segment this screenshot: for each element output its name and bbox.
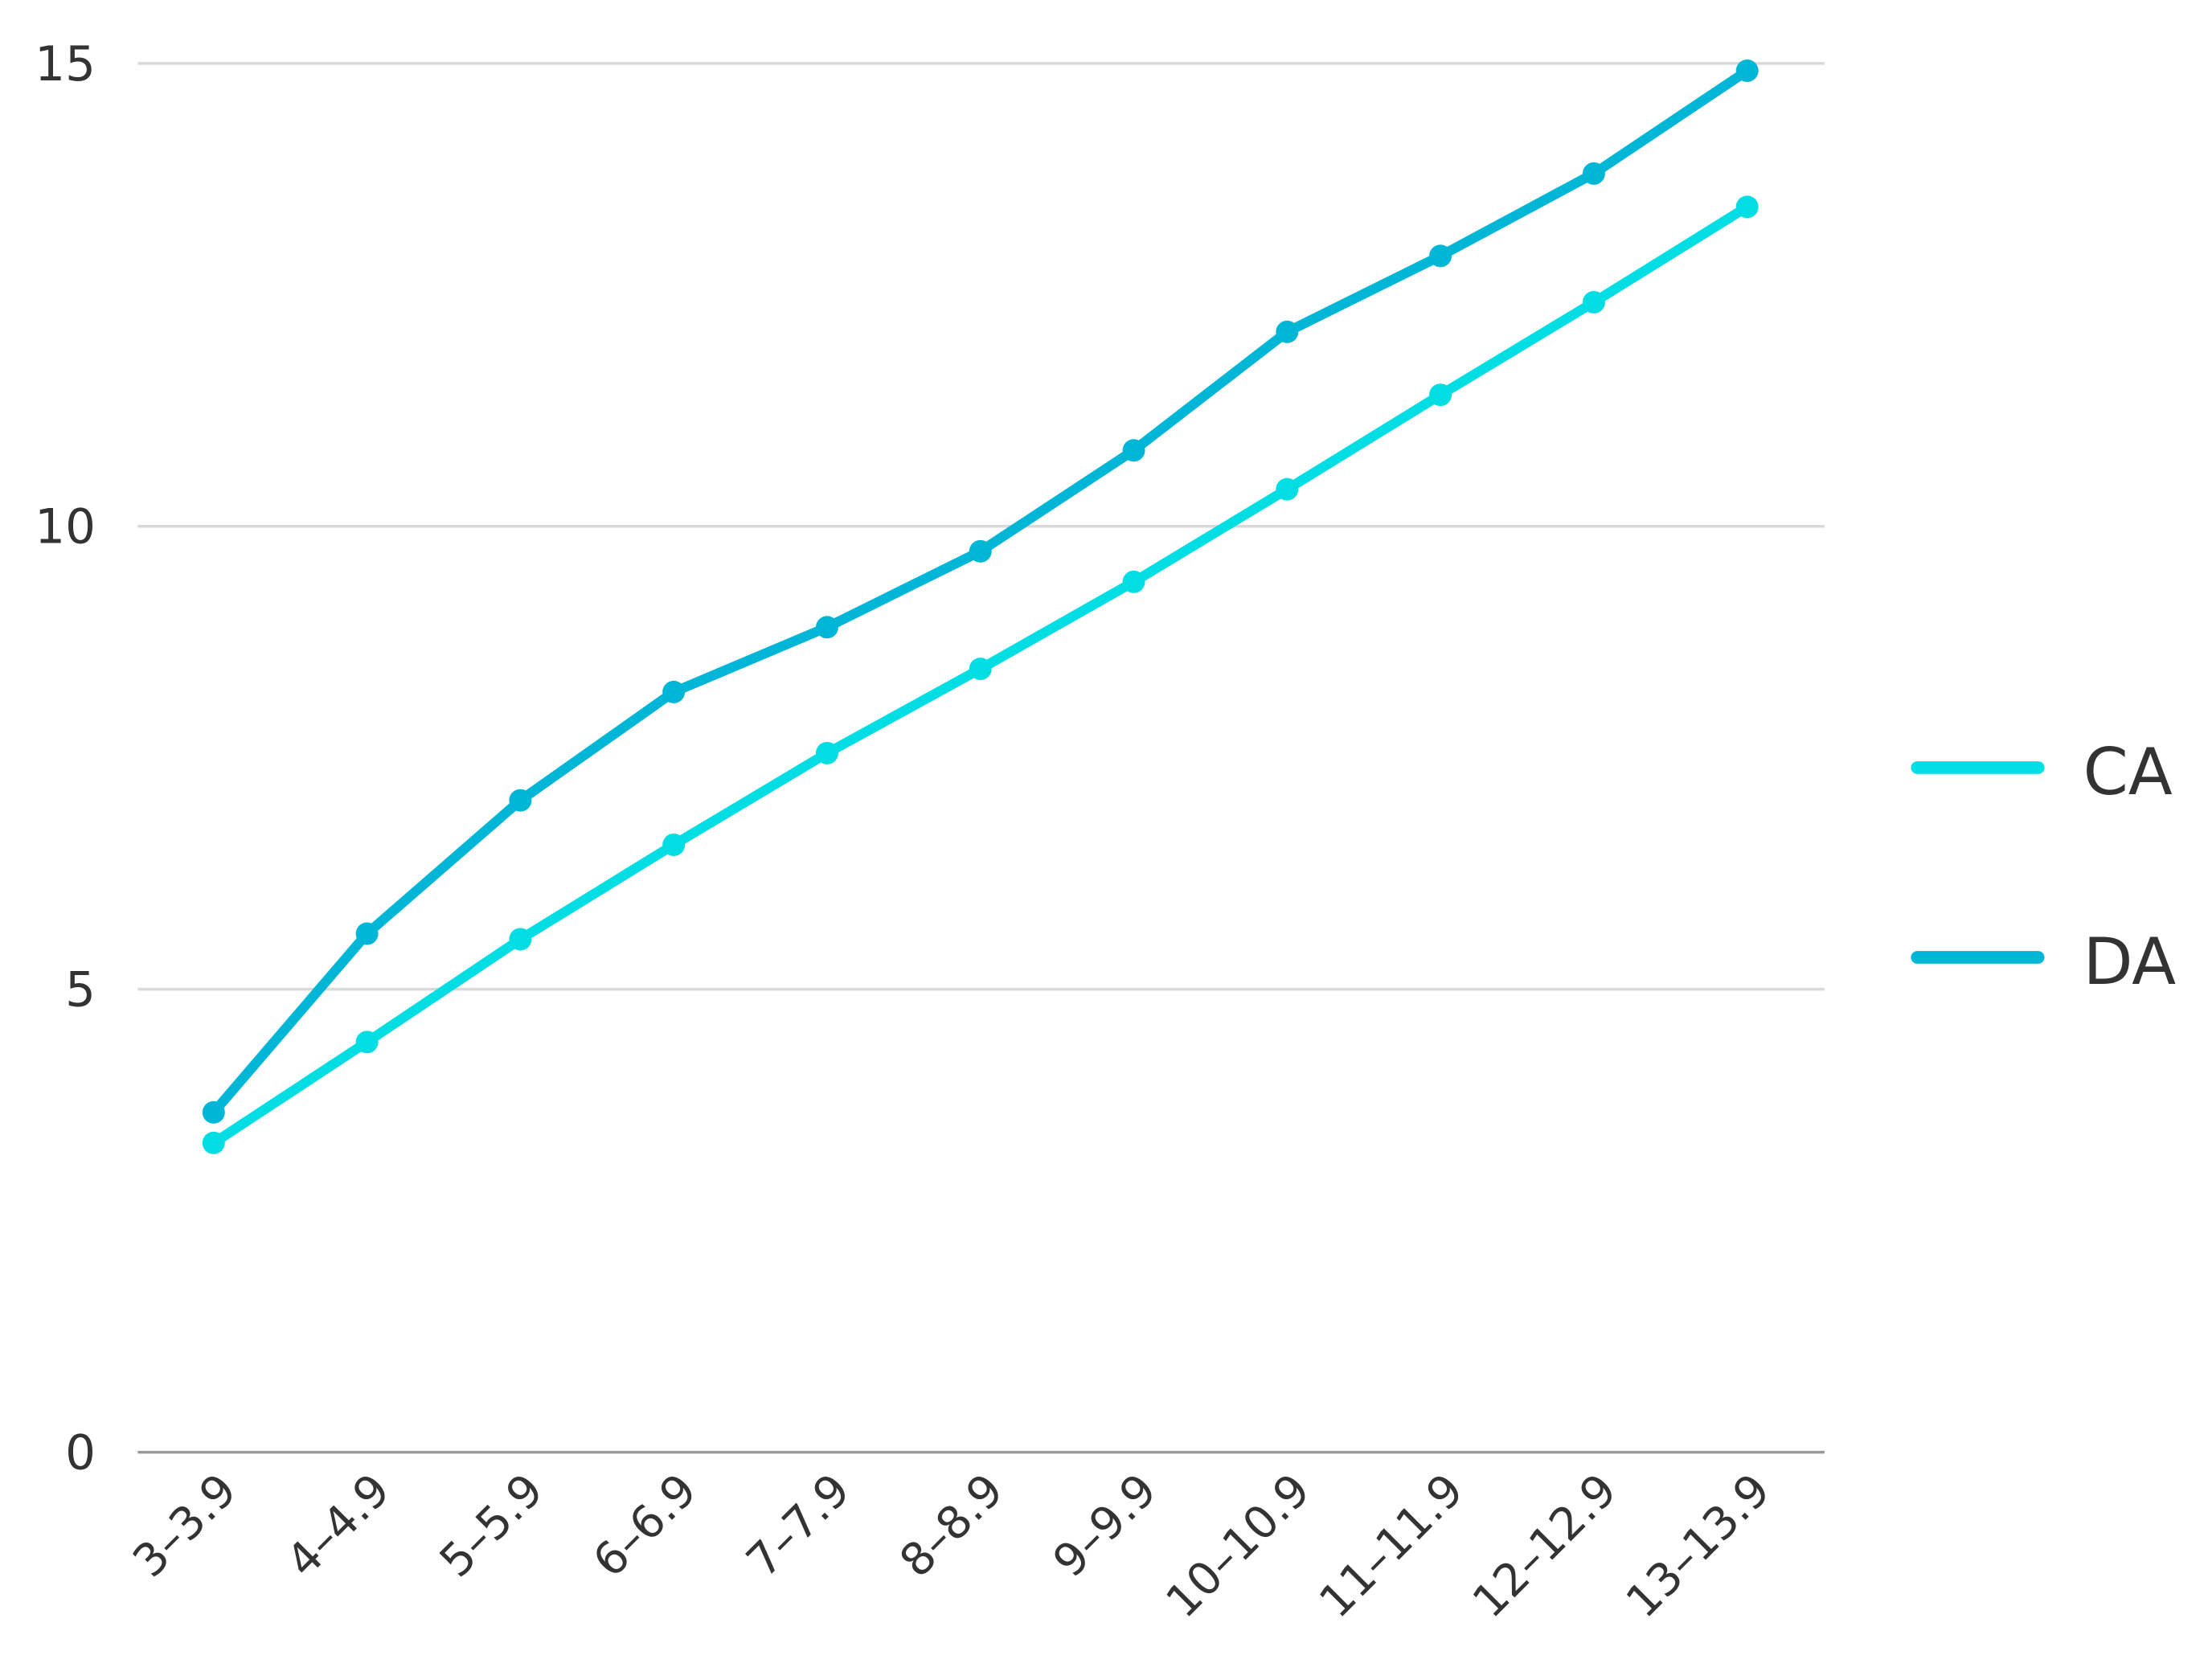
x-tick-label: 5–5.9	[430, 1464, 554, 1588]
y-tick-label: 0	[65, 1426, 96, 1481]
point	[1582, 162, 1605, 185]
x-tick-label: 12–12.9	[1463, 1464, 1627, 1628]
x-tick-label: 4–4.9	[277, 1464, 400, 1588]
x-tick-label: 8–8.9	[890, 1464, 1014, 1588]
x-tick-label: 11–11.9	[1309, 1464, 1473, 1628]
point	[815, 741, 838, 764]
point	[1276, 320, 1299, 343]
point	[355, 1031, 379, 1054]
point	[1582, 291, 1605, 313]
point	[355, 922, 379, 945]
point	[1735, 59, 1759, 83]
line	[210, 66, 1751, 1116]
point	[1122, 570, 1145, 593]
point	[662, 680, 686, 703]
point	[202, 1131, 225, 1154]
point	[202, 1100, 225, 1124]
point	[969, 658, 992, 681]
y-tick-label: 15	[35, 37, 96, 92]
x-tick-label: 6–6.9	[584, 1464, 707, 1588]
y-tick-label: 5	[65, 963, 96, 1018]
point	[1276, 477, 1299, 501]
x-tick-label: 3–3.9	[123, 1464, 247, 1588]
legend-label: DA	[2083, 924, 2177, 999]
point	[509, 789, 532, 812]
point	[662, 833, 686, 856]
x-tick-label: 9–9.9	[1043, 1464, 1167, 1588]
point	[815, 616, 838, 639]
point	[509, 928, 532, 951]
point	[1122, 439, 1145, 462]
point	[1429, 244, 1452, 268]
point	[1429, 383, 1452, 407]
x-tick-label: 10–10.9	[1157, 1464, 1321, 1628]
point	[1735, 195, 1759, 219]
y-tick-label: 10	[35, 500, 96, 555]
legend-label: CA	[2083, 734, 2173, 809]
x-tick-label: 7–7.9	[737, 1464, 861, 1588]
x-tick-label: 13–13.9	[1616, 1464, 1780, 1628]
point	[969, 539, 992, 563]
